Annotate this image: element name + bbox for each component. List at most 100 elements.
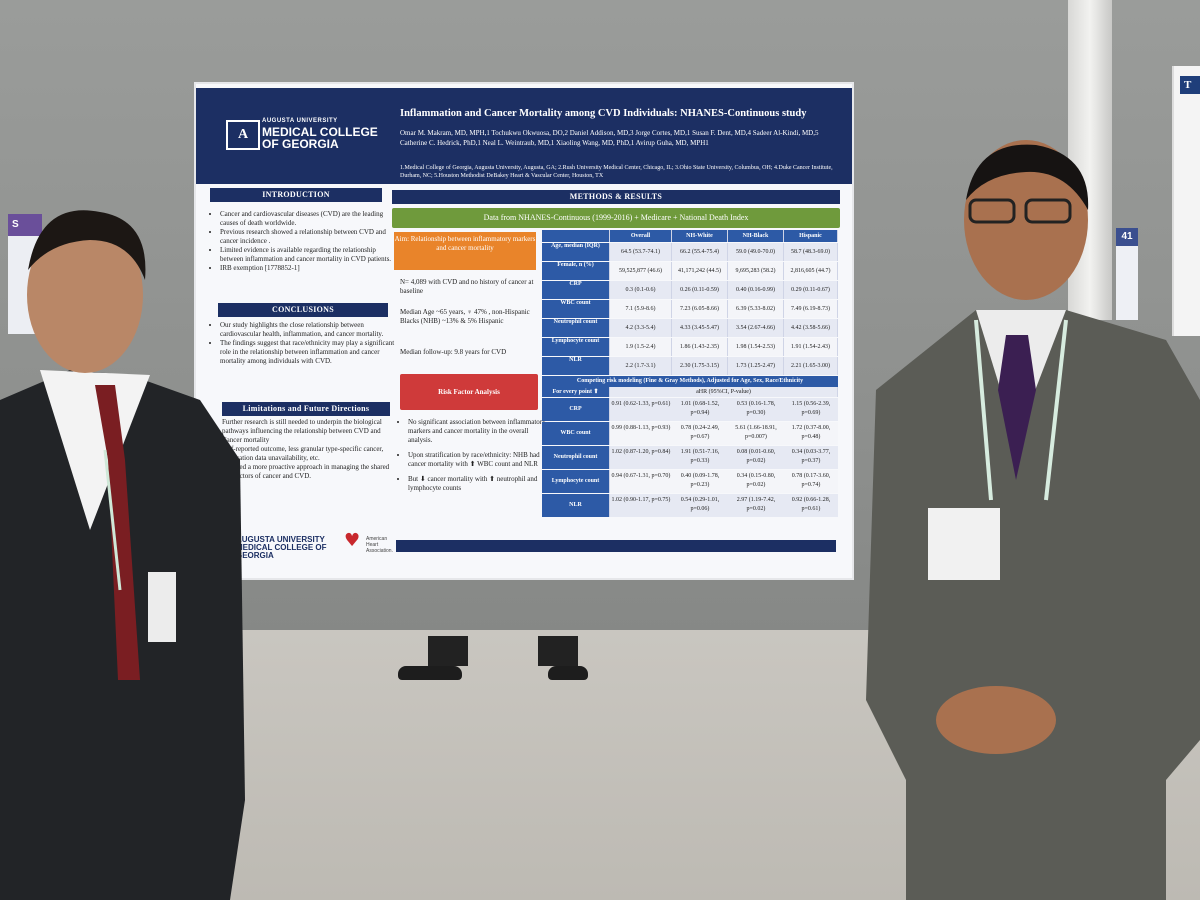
risk-cell: 0.54 (0.29-1.01, p=0.06): [680, 497, 720, 512]
table-row: NLR 2.2 (1.7-3.1) 2.30 (1.75-3.15) 1.73 (1.…: [542, 357, 838, 375]
poster-title: Inflammation and Cancer Mortality among …: [400, 108, 807, 119]
table-cell: 4.2 (3.3-5.4): [610, 319, 672, 337]
table-cell: WBC count: [542, 300, 610, 318]
presenter-right: [866, 140, 1200, 900]
table-cell: 0.29 (0.11-0.67): [784, 281, 838, 299]
risk-finding: But ⬇ cancer mortality with ⬆ neutrophil…: [408, 475, 548, 493]
conclusion-point: Our study highlights the close relations…: [220, 321, 398, 339]
risk-factor-heading: Risk Factor Analysis: [400, 374, 538, 410]
sample-size-text: N= 4,089 with CVD and no history of canc…: [400, 278, 534, 295]
risk-cell: 0.34 (0.15-0.80, p=0.02): [736, 473, 776, 488]
poster-footer-bar: [396, 540, 836, 552]
table-cell: NLR: [542, 357, 610, 375]
intro-point: Previous research showed a relationship …: [220, 228, 392, 246]
neighboring-poster-right: T: [1172, 66, 1200, 336]
risk-cell: 1.15 (0.56-2.39, p=0.69): [791, 401, 831, 416]
risk-table-row: Lymphocyte count 0.94 (0.67-1.31, p=0.70)…: [542, 470, 838, 493]
risk-cell: 0.99 (0.88-1.13, p=0.93): [611, 425, 671, 431]
risk-findings-list: No significant association between infla…: [400, 418, 548, 493]
unit-label: For every point ⬆: [542, 387, 610, 397]
table-cell: 3.54 (2.67-4.66): [728, 319, 784, 337]
risk-row-label: CRP: [542, 398, 610, 421]
intro-point: IRB exemption [1778852-1]: [220, 264, 392, 273]
university-name: AUGUSTA UNIVERSITY: [262, 118, 338, 124]
risk-table-row: Neutrophil count 1.02 (0.87-1.20, p=0.84)…: [542, 446, 838, 469]
name-badge: [148, 572, 176, 642]
table-cell: 7.1 (5.9-8.6): [610, 300, 672, 318]
table-cell: 59.0 (49.0-70.0): [728, 243, 784, 261]
table-cell: 1.73 (1.25-2.47): [728, 357, 784, 375]
poster-header: A AUGUSTA UNIVERSITY MEDICAL COLLEGE OF …: [196, 88, 852, 184]
limitation-point: Self-reported outcome, less granular typ…: [222, 445, 398, 463]
table-cell: 1.98 (1.54-2.53): [728, 338, 784, 356]
limitation-point: We need a more proactive approach in man…: [222, 463, 398, 481]
table-header-row: Overall NH-White NH-Black Hispanic: [542, 230, 838, 242]
risk-finding: Upon stratification by race/ethnicity: N…: [408, 451, 548, 469]
table-cell: 66.2 (55.4-75.4): [672, 243, 728, 261]
followup-text: Median follow-up: 9.8 years for CVD: [400, 348, 507, 356]
risk-cell: 0.08 (0.01-0.60, p=0.02): [736, 449, 776, 464]
intro-point: Cancer and cardiovascular diseases (CVD)…: [220, 210, 392, 228]
table-cell: 2,816,605 (44.7): [784, 262, 838, 280]
table-row: Age, median (IQR) 64.5 (53.7-74.1) 66.2 (5…: [542, 243, 838, 261]
presenter-left: [0, 210, 245, 900]
risk-cell: 1.91 (0.51-7.16, p=0.33): [680, 449, 720, 464]
name-badge: [928, 508, 1000, 580]
table-column-header: Overall: [610, 230, 672, 242]
limitations-list: Further research is still needed to unde…: [212, 418, 398, 481]
risk-cell: 2.97 (1.19-7.42, p=0.02): [736, 497, 776, 512]
risk-cell: 1.01 (0.68-1.52, p=0.94): [680, 401, 720, 416]
risk-cell: 1.02 (0.90-1.17, p=0.75): [611, 497, 671, 503]
table-cell: 4.33 (3.45-5.47): [672, 319, 728, 337]
conclusions-heading: CONCLUSIONS: [218, 303, 388, 317]
neighboring-poster-number: 41: [1116, 228, 1138, 320]
risk-table-row: WBC count 0.99 (0.88-1.13, p=0.93) 0.78 (0…: [542, 422, 838, 445]
introduction-list: Cancer and cardiovascular diseases (CVD)…: [210, 210, 392, 273]
table-cell: Age, median (IQR): [542, 243, 610, 261]
table-column-header: [542, 230, 610, 242]
research-poster: A AUGUSTA UNIVERSITY MEDICAL COLLEGE OF …: [196, 84, 852, 578]
risk-row-label: Lymphocyte count: [542, 470, 610, 493]
risk-cell: 5.61 (1.66-18.91, p=0.007): [735, 425, 777, 440]
table-cell: 0.3 (0.1-0.6): [610, 281, 672, 299]
poster-affiliations: 1.Medical College of Georgia, Augusta Un…: [400, 165, 833, 179]
table-cell: CRP: [542, 281, 610, 299]
risk-cell: 1.02 (0.87-1.20, p=0.84): [611, 449, 671, 455]
ahr-label: aHR (95%CI, P-value): [610, 387, 838, 397]
risk-cell: 0.94 (0.67-1.31, p=0.70): [611, 473, 671, 479]
table-cell: 2.21 (1.65-3.00): [784, 357, 838, 375]
risk-cell: 0.34 (0.03-3.77, p=0.37): [791, 449, 831, 464]
table-unit-row: For every point ⬆ aHR (95%CI, P-value): [542, 387, 838, 397]
risk-cell: 0.92 (0.66-1.28, p=0.61): [791, 497, 831, 512]
risk-cell: 1.72 (0.37-8.00, p=0.48): [791, 425, 831, 440]
table-cell: 58.7 (48.3-69.0): [784, 243, 838, 261]
table-cell: Lymphocyte count: [542, 338, 610, 356]
table-cell: 64.5 (53.7-74.1): [610, 243, 672, 261]
passerby-legs: [398, 636, 598, 690]
table-cell: 6.39 (5.33-8.02): [728, 300, 784, 318]
heart-association-logo: ♥: [344, 530, 361, 551]
table-column-header: Hispanic: [784, 230, 838, 242]
table-row: WBC count 7.1 (5.9-8.6) 7.23 (6.05-8.66) 6.…: [542, 300, 838, 318]
risk-cell: 0.78 (0.24-2.49, p=0.67): [680, 425, 720, 440]
conclusions-list: Our study highlights the close relations…: [210, 321, 398, 366]
table-cell: 59,525,877 (46.6): [610, 262, 672, 280]
risk-cell: 0.53 (0.16-1.78, p=0.30): [736, 401, 776, 416]
risk-cell: 0.91 (0.62-1.33, p=0.61): [611, 401, 671, 407]
table-cell: Neutrophil count: [542, 319, 610, 337]
table-cell: Female, n (%): [542, 262, 610, 280]
risk-cell: 0.78 (0.17-3.60, p=0.74): [791, 473, 831, 488]
table-cell: 7.49 (6.19-8.73): [784, 300, 838, 318]
table-cell: 7.23 (6.05-8.66): [672, 300, 728, 318]
college-name-line2: OF GEORGIA: [262, 137, 339, 151]
footer-college-logo: AUGUSTA UNIVERSITY MEDICAL COLLEGE OF GE…: [236, 535, 327, 560]
table-cell: 0.26 (0.11-0.59): [672, 281, 728, 299]
risk-cell: 0.40 (0.09-1.78, p=0.23): [680, 473, 720, 488]
table-row: CRP 0.3 (0.1-0.6) 0.26 (0.11-0.59) 0.40 (0.…: [542, 281, 838, 299]
poster-authors: Omar M. Makram, MD, MPH,1 Tochukwu Okwuo…: [400, 129, 819, 147]
table-cell: 9,695,283 (58.2): [728, 262, 784, 280]
table-cell: 41,171,242 (44.5): [672, 262, 728, 280]
table-row: Neutrophil count 4.2 (3.3-5.4) 4.33 (3.45-…: [542, 319, 838, 337]
neighboring-poster-right-header: T: [1180, 76, 1200, 94]
